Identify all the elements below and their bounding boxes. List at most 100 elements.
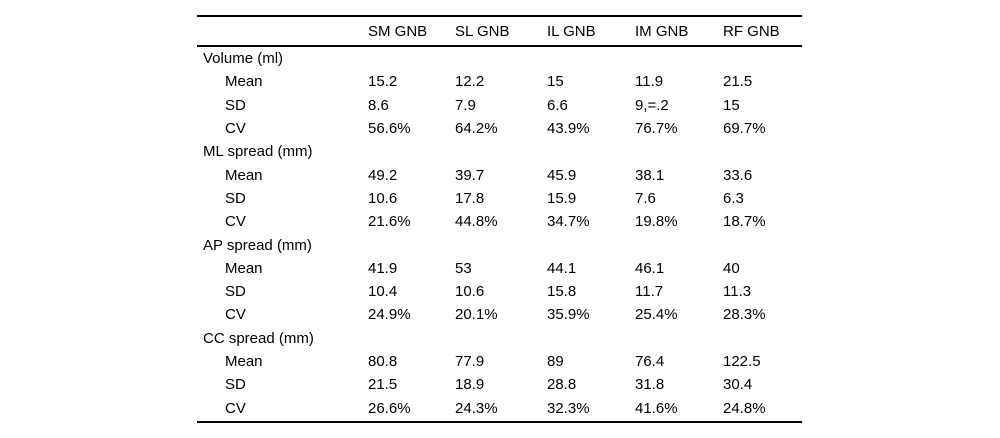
- table-row: CV 24.9% 20.1% 35.9% 25.4% 28.3%: [197, 303, 802, 326]
- row-label: SD: [225, 376, 246, 394]
- value-cell: 10.6: [368, 189, 398, 207]
- section-label: ML spread (mm): [203, 143, 313, 161]
- row-label: Mean: [225, 73, 263, 91]
- statistics-table: SM GNB SL GNB IL GNB IM GNB RF GNB Volum…: [197, 15, 802, 423]
- value-cell: 64.2%: [455, 120, 498, 138]
- value-cell: 30.4: [723, 376, 753, 394]
- value-cell: 11.7: [635, 283, 664, 301]
- value-cell: 76.7%: [635, 120, 678, 138]
- value-cell: 122.5: [723, 353, 761, 370]
- value-cell: 21.5: [723, 73, 753, 91]
- row-label: CV: [225, 399, 246, 417]
- table-row: Mean 80.8 77.9 89 76.4 122.5: [197, 350, 802, 373]
- value-cell: 76.4: [635, 353, 665, 370]
- column-header-im-gnb: IM GNB: [635, 22, 689, 40]
- table-row: Mean 15.2 12.2 15 11.9 21.5: [197, 70, 802, 93]
- value-cell: 19.8%: [635, 213, 678, 231]
- value-cell: 21.5: [368, 376, 398, 394]
- section-label: CC spread (mm): [203, 329, 314, 347]
- value-cell: 41.6%: [635, 399, 678, 417]
- table-body: Volume (ml) Mean 15.2 12.2 15 11.9 21.5 SD 8.6 7.…: [197, 47, 802, 421]
- value-cell: 18.7%: [723, 213, 766, 231]
- value-cell: 46.1: [635, 259, 665, 277]
- value-cell: 25.4%: [635, 306, 678, 324]
- table-row: Mean 41.9 53 44.1 46.1 40: [197, 257, 802, 280]
- value-cell: 15: [723, 96, 740, 114]
- value-cell: 11.3: [723, 283, 752, 301]
- table-row: Mean 49.2 39.7 45.9 38.1 33.6: [197, 163, 802, 186]
- value-cell: 24.9%: [368, 306, 411, 324]
- value-cell: 7.6: [635, 189, 656, 207]
- value-cell: 24.8%: [723, 399, 766, 417]
- section-row: Volume (ml): [197, 47, 802, 70]
- value-cell: 49.2: [368, 166, 398, 184]
- value-cell: 44.1: [547, 259, 577, 277]
- value-cell: 33.6: [723, 166, 753, 184]
- value-cell: 35.9%: [547, 306, 590, 324]
- value-cell: 6.6: [547, 96, 568, 114]
- column-header-rf-gnb: RF GNB: [723, 22, 780, 40]
- value-cell: 6.3: [723, 189, 744, 207]
- section-row: CC spread (mm): [197, 327, 802, 350]
- value-cell: 15.8: [547, 283, 577, 301]
- value-cell: 40: [723, 259, 740, 277]
- value-cell: 20.1%: [455, 306, 498, 324]
- value-cell: 39.7: [455, 166, 485, 184]
- section-row: ML spread (mm): [197, 140, 802, 163]
- row-label: CV: [225, 306, 246, 324]
- row-label: Mean: [225, 259, 263, 277]
- value-cell: 43.9%: [547, 120, 590, 138]
- value-cell: 18.9: [455, 376, 485, 394]
- section-label: Volume (ml): [203, 50, 284, 68]
- row-label: SD: [225, 189, 246, 207]
- table-row: CV 56.6% 64.2% 43.9% 76.7% 69.7%: [197, 117, 802, 140]
- value-cell: 56.6%: [368, 120, 411, 138]
- value-cell: 15: [547, 73, 564, 91]
- value-cell: 8.6: [368, 96, 389, 114]
- column-header-sl-gnb: SL GNB: [455, 22, 510, 40]
- row-label: CV: [225, 120, 246, 138]
- value-cell: 26.6%: [368, 399, 411, 417]
- row-label: Mean: [225, 166, 263, 184]
- value-cell: 9,=.2: [635, 96, 669, 114]
- value-cell: 10.4: [368, 283, 398, 301]
- value-cell: 89: [547, 353, 564, 370]
- column-header-il-gnb: IL GNB: [547, 22, 596, 40]
- section-row: AP spread (mm): [197, 233, 802, 256]
- row-label: SD: [225, 96, 246, 114]
- value-cell: 31.8: [635, 376, 665, 394]
- column-header-sm-gnb: SM GNB: [368, 22, 428, 40]
- value-cell: 44.8%: [455, 213, 498, 231]
- value-cell: 21.6%: [368, 213, 411, 231]
- value-cell: 28.3%: [723, 306, 766, 324]
- value-cell: 34.7%: [547, 213, 590, 231]
- value-cell: 69.7%: [723, 120, 766, 138]
- value-cell: 17.8: [455, 189, 485, 207]
- table-header-row: SM GNB SL GNB IL GNB IM GNB RF GNB: [197, 17, 802, 47]
- row-label: CV: [225, 213, 246, 231]
- value-cell: 7.9: [455, 96, 476, 114]
- table-row: SD 21.5 18.9 28.8 31.8 30.4: [197, 373, 802, 396]
- value-cell: 45.9: [547, 166, 577, 184]
- value-cell: 32.3%: [547, 399, 590, 417]
- value-cell: 15.9: [547, 189, 577, 207]
- value-cell: 24.3%: [455, 399, 498, 417]
- value-cell: 15.2: [368, 73, 398, 91]
- value-cell: 12.2: [455, 73, 485, 91]
- value-cell: 80.8: [368, 353, 398, 370]
- section-label: AP spread (mm): [203, 236, 312, 254]
- table-row: SD 10.4 10.6 15.8 11.7 11.3: [197, 280, 802, 303]
- row-label: Mean: [225, 353, 263, 370]
- value-cell: 41.9: [368, 259, 398, 277]
- value-cell: 38.1: [635, 166, 665, 184]
- table-row: CV 21.6% 44.8% 34.7% 19.8% 18.7%: [197, 210, 802, 233]
- table-row: SD 8.6 7.9 6.6 9,=.2 15: [197, 94, 802, 117]
- value-cell: 28.8: [547, 376, 577, 394]
- value-cell: 77.9: [455, 353, 485, 370]
- value-cell: 11.9: [635, 73, 664, 91]
- value-cell: 53: [455, 259, 472, 277]
- value-cell: 10.6: [455, 283, 485, 301]
- table-row: CV 26.6% 24.3% 32.3% 41.6% 24.8%: [197, 396, 802, 419]
- table-row: SD 10.6 17.8 15.9 7.6 6.3: [197, 187, 802, 210]
- row-label: SD: [225, 283, 246, 301]
